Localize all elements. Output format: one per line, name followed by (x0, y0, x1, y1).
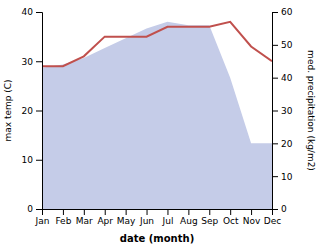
tick-label: Oct (223, 216, 239, 226)
tick-mark (36, 61, 42, 62)
tick-label: 30 (22, 57, 34, 67)
x-axis-title: date (month) (120, 233, 194, 244)
tick: 30 (22, 57, 42, 67)
tick-label: 0 (27, 204, 33, 214)
axis-line (43, 210, 273, 216)
axis-line (273, 13, 279, 210)
tick-mark (272, 176, 278, 177)
x-axis: Jan Feb Mar Apr MayJun Jul AugSep Oct NovDec (35, 209, 282, 226)
tick-label: May (117, 216, 136, 226)
tick-label: Jan (35, 216, 50, 226)
y2-axis: 0 10 20 30 40 50 60 (272, 7, 293, 214)
tick-label: 20 (281, 139, 293, 149)
line (42, 22, 272, 66)
tick-mark (36, 209, 42, 210)
tick: 60 (272, 7, 293, 17)
tick-label: 20 (22, 106, 34, 116)
tick: 10 (272, 172, 293, 182)
y-axis-title: max temp (C) (3, 79, 13, 141)
tick-mark (126, 209, 127, 215)
tick-mark (36, 160, 42, 161)
tick-mark (209, 209, 210, 215)
tick-mark (36, 111, 42, 112)
tick-mark (230, 209, 231, 215)
tick-mark (63, 209, 64, 215)
tick-label: Jul (162, 216, 174, 226)
tick-mark (188, 209, 189, 215)
y2-axis-title: med. precipitation (kg/m2) (306, 50, 316, 171)
tick-label: 0 (281, 204, 287, 214)
tick: Aug (180, 209, 198, 226)
tick-mark (272, 45, 278, 46)
tick-label: 10 (22, 155, 34, 165)
tick-label: Sep (201, 216, 218, 226)
tick-label: Dec (264, 216, 281, 226)
tick: Apr (97, 209, 113, 226)
plot-area (42, 22, 272, 209)
tick-mark (272, 209, 278, 210)
tick: Oct (223, 209, 239, 226)
tick: Feb (55, 209, 71, 226)
tick-label: Aug (180, 216, 198, 226)
tick-label: 50 (281, 40, 293, 50)
tick-mark (147, 209, 148, 215)
tick-mark (251, 209, 252, 215)
tick: Jan (35, 209, 50, 226)
chart: JanFebMarAprMayJunJulAugSepOctNovDec0102… (0, 0, 318, 247)
tick: 10 (22, 155, 42, 165)
y-axis: 0 10 20 30 40 (22, 7, 43, 214)
tick-mark (272, 143, 278, 144)
tick-label: Apr (97, 216, 113, 226)
tick: 40 (272, 73, 293, 83)
tick-label: 40 (22, 7, 34, 17)
tick: 0 (272, 204, 287, 214)
tick-label: 60 (281, 7, 293, 17)
tick: 40 (22, 7, 42, 17)
tick-mark (36, 12, 42, 13)
tick: May (117, 209, 136, 226)
tick: Mar (76, 209, 93, 226)
tick: Jul (162, 209, 174, 226)
tick: 20 (22, 106, 42, 116)
tick-mark (272, 78, 278, 79)
tick-mark (272, 12, 278, 13)
tick: Sep (201, 209, 218, 226)
tick-mark (167, 209, 168, 215)
tick: Jun (139, 209, 154, 226)
tick-mark (84, 209, 85, 215)
tick: 0 (27, 204, 42, 214)
tick: Nov (243, 209, 261, 226)
tick: 50 (272, 40, 293, 50)
tick-label: Mar (76, 216, 93, 226)
axis-line (36, 13, 43, 210)
tick-label: Jun (139, 216, 154, 226)
tick-mark (272, 111, 278, 112)
tick-label: 10 (281, 172, 293, 182)
tick-label: Feb (55, 216, 71, 226)
tick-label: 40 (281, 73, 293, 83)
tick-label: Nov (243, 216, 261, 226)
tick: 20 (272, 139, 293, 149)
tick-mark (105, 209, 106, 215)
tick: Dec (264, 209, 281, 226)
tick-label: 30 (281, 106, 293, 116)
tick: 30 (272, 106, 293, 116)
area (42, 22, 272, 209)
